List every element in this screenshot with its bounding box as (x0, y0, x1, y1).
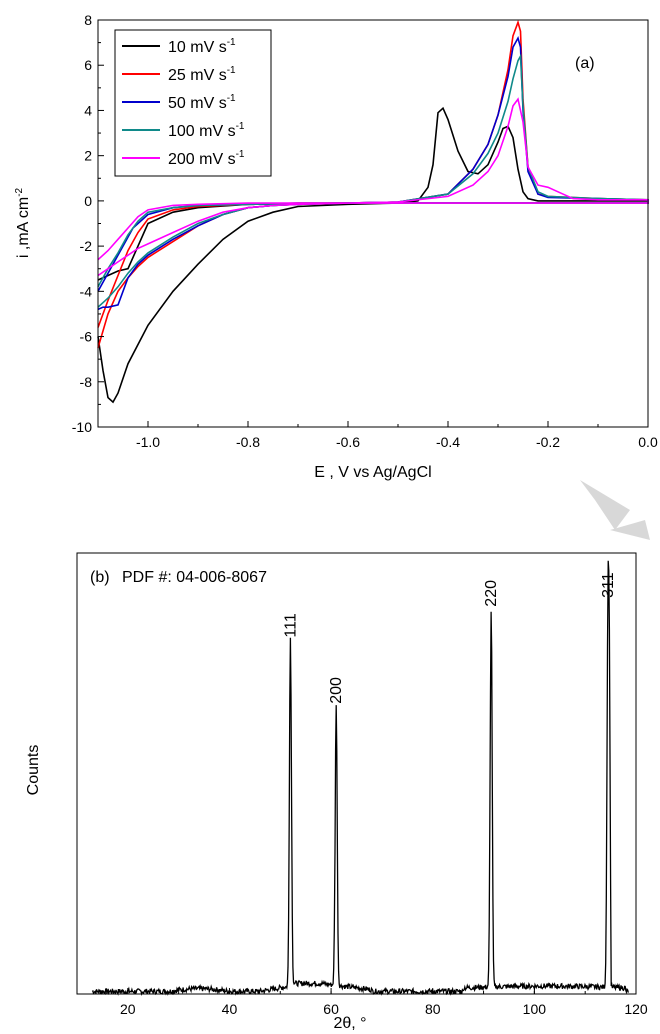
chart-a: -1.0 -0.8 -0.6 -0.4 -0.2 0.0 -10 -8 -6 -4 -2 0 2 4 6 8… (14, 12, 658, 481)
chart-b-peak-labels: 111 200 220 311 (282, 572, 617, 704)
chart-a-y-ticks: -10 -8 -6 -4 -2 0 2 4 6 8 (72, 12, 104, 435)
chart-a-legend-entry: 50 mV s-1 (168, 93, 236, 112)
chart-a-y-tick-label: 0 (84, 193, 92, 209)
chart-a-x-tick-label: -0.4 (436, 434, 460, 450)
chart-a-y-tick-label: -6 (80, 329, 93, 345)
chart-b-x-axis-title: 2θ, ° (333, 1015, 366, 1032)
chart-a-legend-entry-name: 50 mV s (168, 95, 227, 112)
chart-a-x-tick-label: -0.6 (336, 434, 360, 450)
chart-a-x-tick-label: 0.0 (638, 434, 658, 450)
chart-a-legend-entry-sup: -1 (236, 149, 245, 160)
chart-b-x-tick-label: 60 (323, 1001, 339, 1017)
chart-a-legend-entry-name: 25 mV s (168, 67, 227, 84)
chart-a-x-tick-label: -0.8 (236, 434, 260, 450)
chart-b-x-tick-label: 120 (624, 1001, 648, 1017)
chart-a-legend-entry-name: 10 mV s (168, 39, 227, 56)
chart-b: 20 40 60 80 100 120 111 200 220 311 (b) PDF #: 0… (25, 552, 648, 1032)
chart-a-x-tick-label: -1.0 (136, 434, 160, 450)
chart-a-legend-entry: 200 mV s-1 (168, 149, 245, 168)
chart-b-peak-label: 311 (600, 572, 617, 598)
chart-a-legend-entry: 10 mV s-1 (168, 37, 236, 56)
chart-b-peak-label: 111 (282, 613, 299, 637)
chart-a-x-tick-label: -0.2 (536, 434, 560, 450)
chart-b-diffraction-line (91, 560, 629, 997)
chart-a-legend-entry-name: 100 mV s (168, 123, 236, 140)
chart-b-series-layer (91, 560, 629, 997)
chart-a-legend-entry: 25 mV s-1 (168, 65, 236, 84)
chart-a-series-line-3 (97, 53, 649, 308)
watermark-logo-icon (580, 480, 650, 540)
chart-a-y-axis-title: i ,mA cm-2 (14, 187, 32, 258)
chart-a-x-ticks: -1.0 -0.8 -0.6 -0.4 -0.2 0.0 (97, 421, 658, 450)
chart-b-x-tick-label: 40 (222, 1001, 238, 1017)
chart-b-y-axis-title: Counts (25, 745, 42, 796)
chart-a-y-tick-label: 8 (84, 12, 92, 28)
chart-a-y-tick-label: -8 (80, 374, 93, 390)
chart-b-pdf-reference: PDF #: 04-006-8067 (122, 569, 267, 586)
chart-a-series-layer (97, 19, 649, 404)
chart-b-x-tick-label: 80 (425, 1001, 441, 1017)
chart-a-y-tick-label: -10 (72, 419, 92, 435)
chart-a-y-tick-label: -2 (80, 238, 93, 254)
chart-a-legend-entry-name: 200 mV s (168, 151, 236, 168)
chart-a-panel-label: (a) (575, 55, 595, 72)
chart-a-y-tick-label: -4 (80, 283, 93, 299)
chart-a-legend-entry-sup: -1 (227, 65, 236, 76)
chart-a-y-tick-label: 2 (84, 148, 92, 164)
chart-a-series-line-4 (97, 97, 649, 277)
chart-a-y-tick-label: 6 (84, 57, 92, 73)
chart-a-y-axis-title-sup: -2 (14, 187, 25, 196)
chart-b-peak-label: 200 (328, 677, 345, 704)
chart-b-plot-frame (76, 552, 637, 995)
chart-a-legend-entry: 100 mV s-1 (168, 121, 245, 140)
chart-b-peak-label: 220 (483, 580, 500, 607)
chart-a-x-axis-title: E , V vs Ag/AgCl (314, 464, 431, 481)
chart-a-y-axis-title-group: i ,mA cm-2 (14, 187, 32, 258)
chart-a-legend-entry-sup: -1 (236, 121, 245, 132)
chart-b-x-tick-label: 20 (120, 1001, 136, 1017)
chart-b-x-ticks: 20 40 60 80 100 120 (76, 988, 648, 1017)
chart-a-legend-entry-sup: -1 (227, 37, 236, 48)
chart-b-x-tick-label: 100 (523, 1001, 547, 1017)
chart-a-y-axis-title-main: i ,mA cm (15, 197, 32, 258)
chart-b-panel-label: (b) (90, 569, 110, 586)
chart-b-y-axis-title-group: Counts (25, 745, 42, 796)
chart-a-legend-entry-sup: -1 (227, 93, 236, 104)
chart-a-y-tick-label: 4 (84, 102, 92, 118)
